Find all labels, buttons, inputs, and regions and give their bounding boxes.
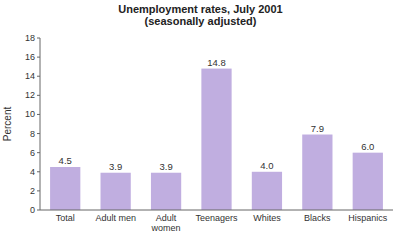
y-tick-label: 16: [25, 52, 35, 62]
text-line: Total: [56, 213, 75, 223]
y-tick: [37, 114, 40, 115]
bar: [302, 135, 332, 210]
x-tick-label: Adult men: [95, 213, 136, 223]
x-axis-line: [40, 210, 393, 211]
text-line: Adult: [156, 213, 177, 223]
y-tick: [37, 95, 40, 96]
data-label: 3.9: [159, 161, 172, 172]
bar: [252, 172, 282, 210]
data-label: 3.9: [109, 161, 122, 172]
text-line: Unemployment rates, July 2001: [118, 3, 282, 15]
y-tick-label: 18: [25, 33, 35, 43]
x-tick-label: Whites: [253, 213, 281, 223]
text-line: Blacks: [304, 213, 331, 223]
y-tick-label: 2: [30, 186, 35, 196]
text-line: (seasonally adjusted): [145, 15, 257, 27]
y-tick-label: 14: [25, 71, 35, 81]
bars: [50, 69, 383, 210]
y-tick-label: 0: [30, 205, 35, 215]
x-tick-label: Hispanics: [348, 213, 388, 223]
x-tick-label: Adultwomen: [151, 213, 181, 233]
y-tick: [37, 152, 40, 153]
bar: [353, 153, 383, 210]
y-tick: [37, 171, 40, 172]
x-tick-label: Teenagers: [195, 213, 238, 223]
text-line: Hispanics: [348, 213, 388, 223]
y-tick-label: 8: [30, 129, 35, 139]
y-tick-label: 6: [30, 148, 35, 158]
y-axis-label: Percent: [2, 107, 13, 142]
data-label: 6.0: [361, 141, 374, 152]
y-tick: [37, 190, 40, 191]
y-tick-label: 10: [25, 109, 35, 119]
text-line: Adult men: [95, 213, 136, 223]
y-tick: [37, 57, 40, 58]
x-tick-label: Blacks: [304, 213, 331, 223]
y-tick: [37, 133, 40, 134]
data-label: 7.9: [311, 123, 324, 134]
bar: [101, 173, 131, 210]
bar: [201, 69, 231, 210]
chart-svg: Unemployment rates, July 2001(seasonally…: [0, 0, 401, 238]
data-label: 4.5: [59, 155, 72, 166]
data-label: 4.0: [260, 160, 273, 171]
chart-container: Unemployment rates, July 2001(seasonally…: [0, 0, 401, 238]
bar: [50, 167, 80, 210]
text-line: Teenagers: [195, 213, 238, 223]
y-tick-label: 12: [25, 90, 35, 100]
data-label: 14.8: [207, 57, 226, 68]
text-line: Whites: [253, 213, 281, 223]
y-axis-line: [40, 38, 41, 210]
x-tick-label: Total: [56, 213, 75, 223]
title: Unemployment rates, July 2001(seasonally…: [118, 3, 282, 27]
y-tick-label: 4: [30, 167, 35, 177]
y-tick: [37, 76, 40, 77]
y-tick: [37, 38, 40, 39]
y-tick: [37, 210, 40, 211]
bar: [151, 173, 181, 210]
text-line: women: [151, 223, 181, 233]
